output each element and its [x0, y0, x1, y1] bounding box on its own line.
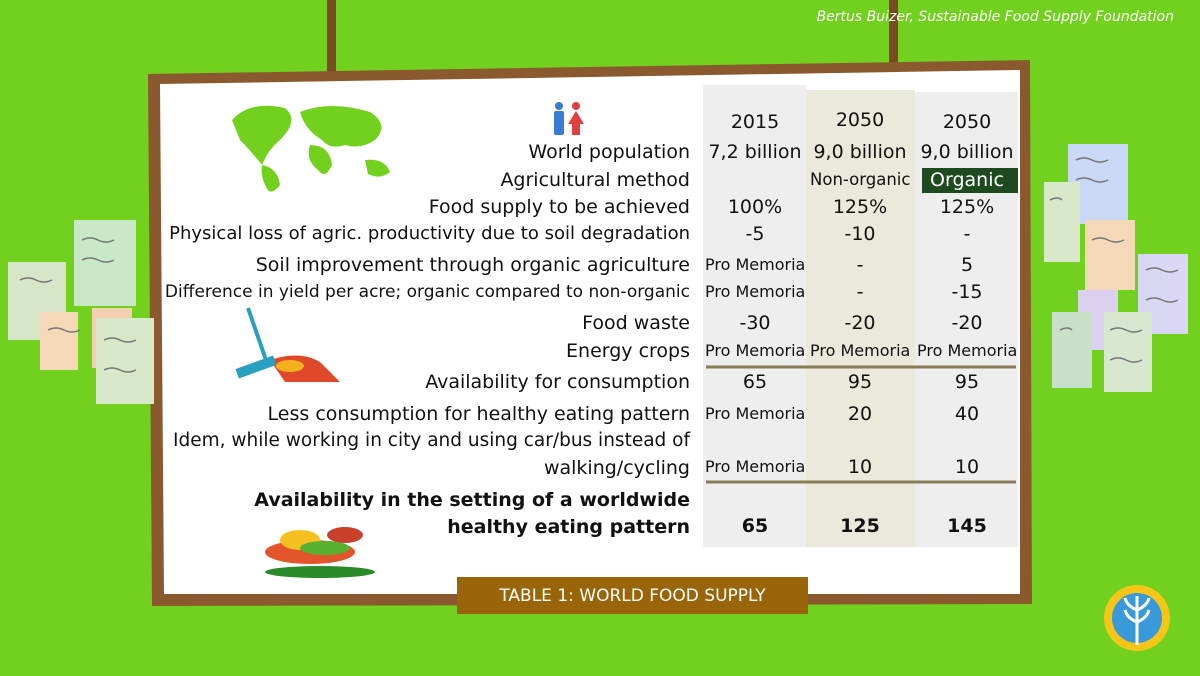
caption: TABLE 1: WORLD FOOD SUPPLY: [499, 586, 766, 606]
cell: 9,0 billion: [813, 141, 907, 163]
cell: Pro Memoria: [705, 255, 806, 274]
cell: -: [856, 254, 864, 276]
cell: 100%: [727, 196, 783, 218]
cell: 65: [741, 515, 769, 537]
cell: Pro Memoria: [705, 404, 806, 423]
cell: Pro Memoria: [705, 457, 806, 476]
cell: 5: [960, 254, 974, 276]
cell: 40: [954, 403, 980, 425]
cell: 125%: [832, 196, 888, 218]
vegetables-icon: [265, 527, 375, 578]
sticky-notes: [8, 144, 1188, 404]
cell: 65: [742, 371, 768, 393]
caption-box: [457, 577, 808, 614]
cell: 10: [954, 456, 980, 478]
cell: 10: [847, 456, 873, 478]
cell: -20: [844, 312, 876, 334]
cell: 7,2 billion: [708, 141, 802, 163]
rake-icon: [235, 307, 340, 382]
col-bg: [806, 90, 915, 547]
row-label: Availability for consumption: [425, 371, 690, 393]
cell: Pro Memoria: [810, 341, 911, 360]
cell: 95: [847, 371, 873, 393]
row-label: Food supply to be achieved: [428, 196, 690, 218]
cell: -: [856, 281, 864, 303]
cell: 20: [847, 403, 873, 425]
world-map: [232, 105, 390, 192]
row-label: walking/cycling: [543, 457, 690, 479]
row-label: Agricultural method: [500, 169, 690, 191]
col-bg: [703, 85, 806, 547]
cell: Non-organic: [810, 170, 911, 189]
row-label: Availability in the setting of a worldwi…: [254, 489, 690, 511]
post: [889, 0, 898, 72]
author: Bertus Buizer, Sustainable Food Supply F…: [816, 9, 1174, 25]
row-label: Difference in yield per acre; organic co…: [164, 282, 690, 302]
cell: -20: [951, 312, 983, 334]
cell: -: [963, 223, 971, 245]
row-label: World population: [528, 141, 690, 163]
row-label: healthy eating pattern: [447, 516, 690, 538]
row-label: Food waste: [582, 312, 690, 334]
col-bg: [915, 92, 1018, 547]
cell: 95: [954, 371, 980, 393]
row-label: Less consumption for healthy eating patt…: [267, 403, 690, 425]
cell: -30: [739, 312, 771, 334]
cell: Pro Memoria: [917, 341, 1018, 360]
cell: Organic: [930, 169, 1004, 191]
row-label: Soil improvement through organic agricul…: [255, 254, 690, 276]
row-label: Energy crops: [566, 340, 690, 362]
cell: -5: [745, 223, 765, 245]
logo: [1104, 585, 1170, 651]
highlight: [922, 168, 1018, 193]
cell: 125: [840, 515, 880, 537]
cell: -15: [951, 281, 983, 303]
row-label: Physical loss of agric. productivity due…: [169, 223, 690, 244]
cell: 125%: [939, 196, 995, 218]
post: [327, 0, 336, 80]
people-icon: [554, 102, 584, 135]
cell: 145: [947, 515, 987, 537]
column-header: 2050: [835, 109, 885, 131]
cell: 9,0 billion: [920, 141, 1014, 163]
row-label: Idem, while working in city and using ca…: [173, 430, 690, 451]
cell: Pro Memoria: [705, 282, 806, 301]
column-header: 2015: [730, 111, 780, 133]
column-header: 2050: [942, 111, 992, 133]
cell: -10: [844, 223, 876, 245]
cell: Pro Memoria: [705, 341, 806, 360]
